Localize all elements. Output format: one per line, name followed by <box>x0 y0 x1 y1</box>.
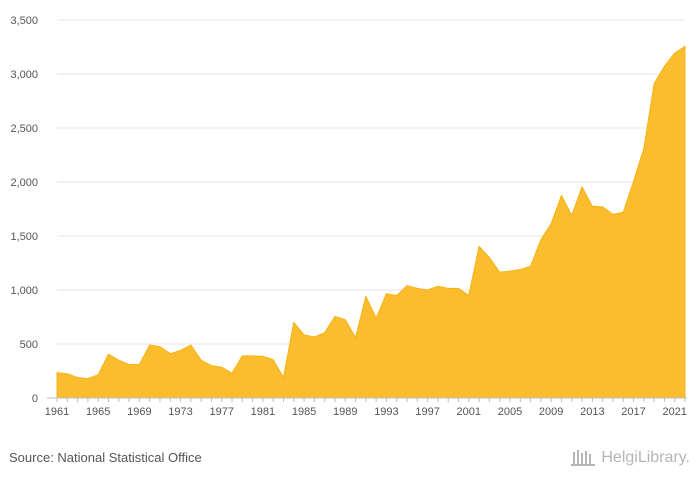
library-icon <box>571 450 596 466</box>
x-tick-label: 1993 <box>374 406 398 418</box>
y-tick-label: 2,000 <box>10 177 38 189</box>
helgilibrary-logo[interactable]: HelgiLibrary. <box>571 448 690 468</box>
y-tick-label: 1,000 <box>10 285 38 297</box>
source-note: Source: National Statistical Office <box>9 450 202 465</box>
x-tick-label: 1985 <box>292 406 316 418</box>
y-tick-label: 500 <box>20 339 38 351</box>
x-tick-label: 2013 <box>580 406 604 418</box>
x-tick-label: 2001 <box>457 406 481 418</box>
x-tick-label: 1989 <box>333 406 357 418</box>
x-tick-label: 2005 <box>498 406 522 418</box>
x-tick-label: 1973 <box>168 406 192 418</box>
x-tick-label: 1961 <box>45 406 69 418</box>
area-series <box>56 45 686 399</box>
x-tick-label: 1981 <box>251 406 275 418</box>
y-tick-label: 0 <box>32 393 38 405</box>
logo-text: HelgiLibrary. <box>601 449 690 466</box>
y-tick-label: 3,500 <box>10 15 38 27</box>
x-tick-label: 2009 <box>539 406 563 418</box>
y-tick-label: 1,500 <box>10 231 38 243</box>
area-chart: 0 500 1,000 1,500 2,000 2,500 3,000 3,500 1961 19… <box>10 15 687 418</box>
x-tick-label: 1965 <box>86 406 110 418</box>
x-tick-label: 2021 <box>662 406 686 418</box>
x-tick-label: 1969 <box>127 406 151 418</box>
y-tick-label: 2,500 <box>10 123 38 135</box>
x-tick-label: 2017 <box>621 406 645 418</box>
y-tick-label: 3,000 <box>10 69 38 81</box>
x-tick-label: 1997 <box>415 406 439 418</box>
x-tick-label: 1977 <box>209 406 233 418</box>
